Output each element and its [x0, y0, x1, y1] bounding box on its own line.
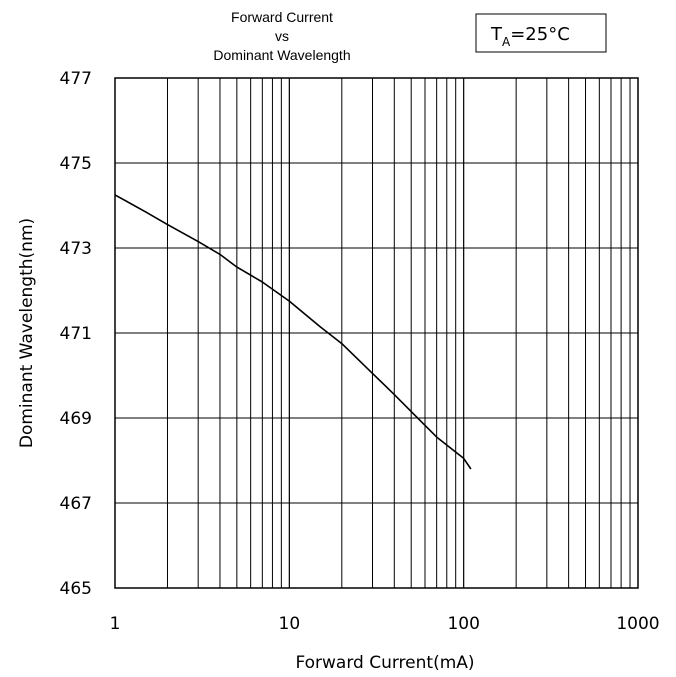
x-tick-label: 1	[110, 614, 121, 634]
plot-frame	[114, 77, 639, 589]
tick-labels: 1 10 100 1000 465 467 469 471 473 475 477	[60, 69, 660, 634]
x-tick-label: 1000	[616, 614, 659, 634]
y-tick-label: 475	[60, 154, 92, 174]
chart-title-line-2: vs	[275, 28, 289, 44]
series-line	[114, 194, 472, 470]
condition-label: TA=25°C	[490, 24, 570, 49]
x-tick-label: 10	[279, 614, 301, 634]
series-layer	[114, 194, 472, 470]
condition-main: T	[490, 24, 503, 45]
grid	[115, 78, 638, 588]
condition-subscript: A	[502, 35, 511, 49]
x-axis-label: Forward Current(mA)	[295, 653, 474, 673]
y-tick-label: 465	[60, 579, 92, 599]
y-tick-label: 477	[60, 69, 92, 89]
x-tick-label: 100	[447, 614, 479, 634]
y-tick-label: 469	[60, 409, 92, 429]
y-tick-label: 471	[60, 324, 92, 344]
condition-value: =25°C	[510, 24, 570, 45]
y-tick-label: 467	[60, 494, 92, 514]
y-tick-label: 473	[60, 239, 92, 259]
chart-title-line-3: Dominant Wavelength	[213, 47, 350, 63]
y-axis-label: Dominant Wavelength(nm)	[17, 218, 37, 448]
condition-box	[475, 13, 607, 53]
chart-title-line-1: Forward Current	[231, 9, 333, 25]
